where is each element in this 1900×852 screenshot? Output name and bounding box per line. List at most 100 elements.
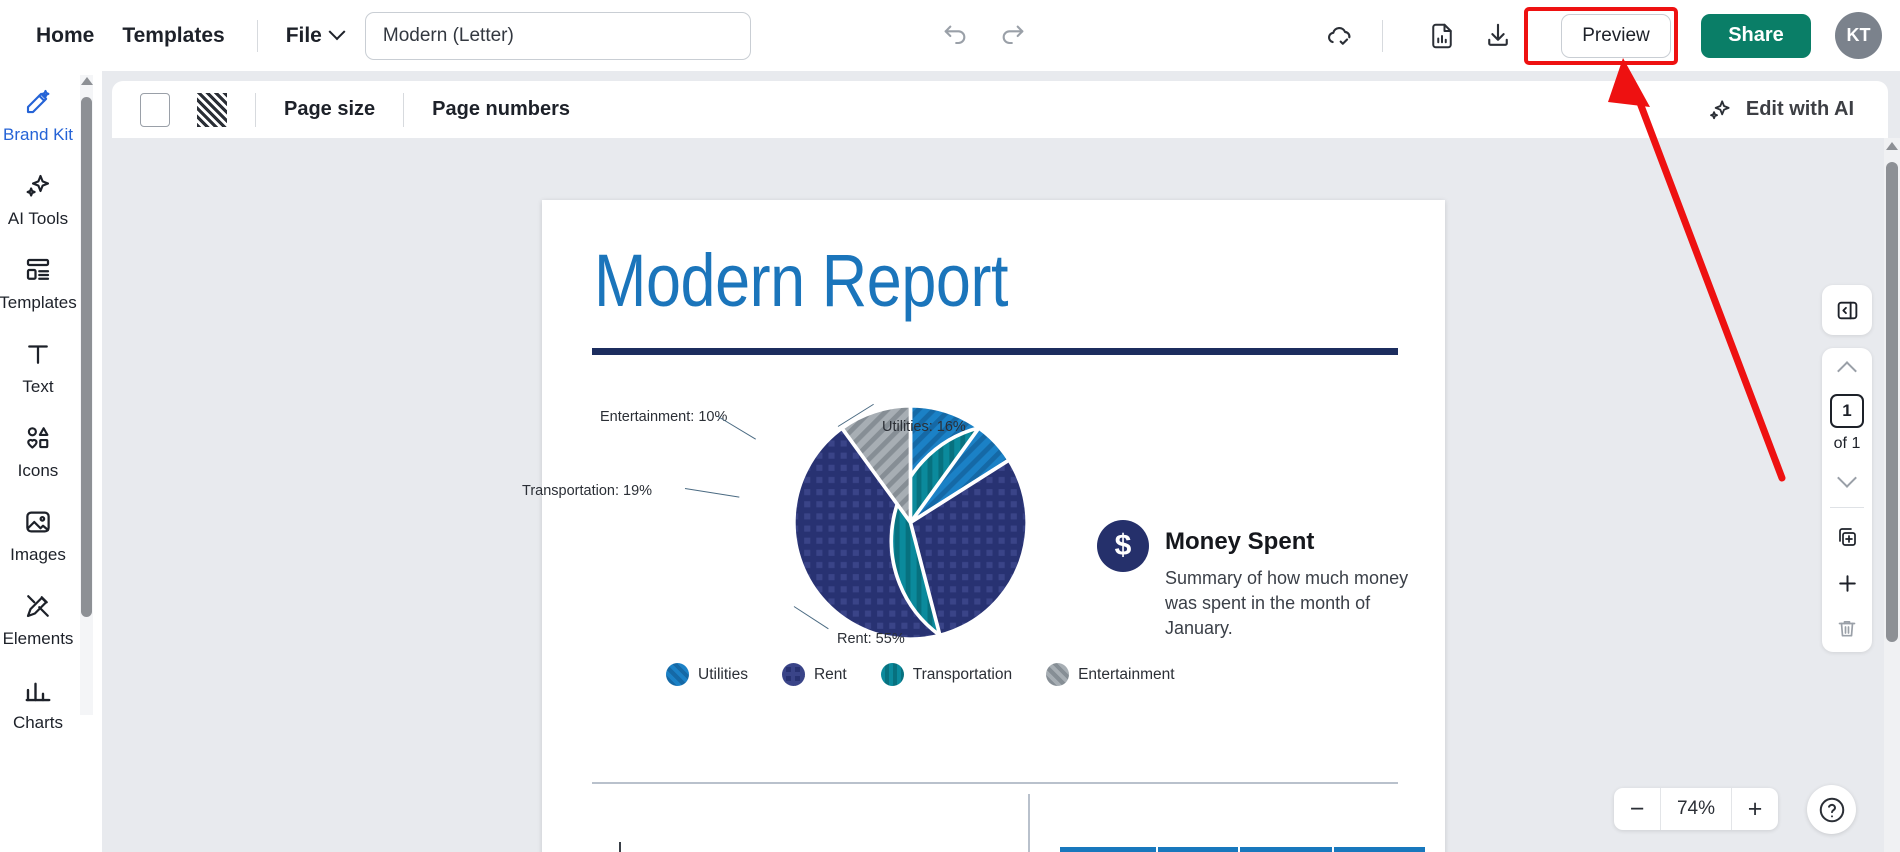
section-divider-horizontal: [592, 782, 1398, 784]
canvas-scrollbar-thumb[interactable]: [1886, 162, 1898, 642]
canvas-area[interactable]: Modern Report: [112, 138, 1888, 852]
file-menu[interactable]: File: [276, 16, 353, 56]
dollar-icon: $: [1097, 520, 1149, 572]
sidebar-item-elements[interactable]: Elements: [0, 575, 84, 659]
legend-label: Utilities: [698, 665, 748, 683]
edit-with-ai-label: Edit with AI: [1745, 98, 1854, 120]
document-toolbar: Page size Page numbers Edit with AI: [112, 81, 1888, 138]
redo-icon[interactable]: [999, 22, 1027, 50]
sidebar-item-text[interactable]: Text: [0, 323, 84, 407]
delete-page-icon[interactable]: [1822, 606, 1872, 652]
zoom-in-button[interactable]: +: [1747, 794, 1763, 823]
table-header-budget: Budget: [1157, 847, 1241, 852]
page-title[interactable]: Modern Report: [594, 239, 1009, 322]
pie-legend: Utilities Rent Transportation Entertainm…: [666, 663, 1175, 686]
chevron-down-icon[interactable]: [1822, 455, 1872, 501]
sidebar-item-images[interactable]: Images: [0, 491, 84, 575]
sidebar-item-charts[interactable]: Charts: [0, 659, 84, 743]
avatar[interactable]: KT: [1835, 12, 1882, 59]
sidebar-item-label: Brand Kit: [3, 125, 73, 144]
page-total-label: of 1: [1833, 435, 1861, 452]
nav-templates[interactable]: Templates: [122, 23, 225, 47]
shapes-icon: [27, 427, 49, 449]
nav-home[interactable]: Home: [36, 23, 95, 47]
zoom-control: − 74% +: [1614, 788, 1778, 830]
sidebar-item-icons[interactable]: Icons: [0, 407, 84, 491]
add-page-icon[interactable]: [1822, 560, 1872, 606]
legend-swatch-utilities: [666, 663, 689, 686]
zoom-out-button[interactable]: −: [1629, 794, 1645, 823]
legend-label: Rent: [813, 665, 847, 683]
legend-label: Entertainment: [1078, 665, 1175, 683]
toolbar-divider-2: [403, 92, 405, 127]
legend-label: Transportation: [912, 665, 1013, 683]
sidebar-item-ai-tools[interactable]: AI Tools: [0, 155, 84, 239]
budget-table[interactable]: Category Budget Expense Budget -: [1060, 847, 1428, 852]
page-navigation-card: 1 of 1: [1822, 348, 1872, 652]
sidebar-item-label: AI Tools: [7, 209, 69, 228]
history-controls: [941, 22, 1027, 50]
pie-chart-svg: [792, 404, 1029, 641]
document-chart-icon[interactable]: [1427, 21, 1457, 51]
legend-swatch-entertainment: [1046, 663, 1070, 686]
share-button[interactable]: Share: [1701, 13, 1811, 58]
pie-chart[interactable]: Entertainment: 10% Transportation: 19% U…: [522, 378, 1354, 686]
callout-heading: Money Spent: [1165, 528, 1315, 555]
table-header-budget-diff: Budget -: [1334, 847, 1428, 852]
page-number-input[interactable]: 1: [1830, 394, 1864, 428]
sidebar-scroll-up-arrow[interactable]: [81, 77, 93, 85]
left-sidebar: Brand Kit AI Tools Templates Text: [0, 71, 102, 852]
help-button[interactable]: [1807, 785, 1856, 834]
page-numbers-button[interactable]: Page numbers: [432, 98, 570, 120]
canvas-scroll-up-arrow[interactable]: [1886, 142, 1898, 150]
legend-swatch-transportation: [880, 663, 904, 686]
page-size-button[interactable]: Page size: [284, 98, 376, 120]
page-controls-rail: 1 of 1: [1822, 285, 1872, 652]
table-header-category: Category: [1060, 847, 1158, 852]
pie-label-entertainment: Entertainment: 10%: [600, 409, 728, 425]
sidebar-scrollbar-thumb[interactable]: [81, 97, 92, 617]
cloud-saved-icon[interactable]: [1324, 20, 1356, 52]
layout-icon: [26, 258, 50, 280]
header-divider: [256, 19, 258, 52]
table-header-expense: Expense: [1240, 847, 1335, 852]
download-icon[interactable]: [1483, 21, 1513, 51]
zoom-level-value[interactable]: 74%: [1660, 788, 1732, 830]
bar-chart-axis-tick: [619, 842, 621, 852]
preview-button-wrapper: Preview: [1524, 6, 1678, 65]
canvas-scrollbar[interactable]: [1884, 138, 1900, 852]
chevron-up-icon[interactable]: [1822, 348, 1872, 394]
title-rule: [592, 348, 1398, 355]
legend-item-transportation: Transportation: [880, 663, 1013, 686]
sidebar-item-brand-kit[interactable]: Brand Kit: [0, 71, 84, 155]
page-color-swatch[interactable]: [140, 92, 170, 127]
image-icon: [26, 511, 50, 533]
legend-item-entertainment: Entertainment: [1046, 663, 1175, 686]
legend-swatch-rent: [781, 663, 805, 686]
sidebar-item-label: Templates: [0, 293, 77, 312]
edit-with-ai-button[interactable]: Edit with AI: [1707, 97, 1854, 123]
document-title-input[interactable]: [364, 11, 751, 60]
preview-button[interactable]: Preview: [1561, 13, 1671, 58]
undo-icon[interactable]: [941, 22, 969, 50]
header-actions: Preview Share KT: [1298, 0, 1882, 71]
sidebar-scrollbar[interactable]: [80, 75, 93, 715]
pie-label-rent: Rent: 55%: [837, 631, 905, 647]
pie-label-transportation: Transportation: 19%: [522, 483, 653, 499]
legend-item-utilities: Utilities: [666, 663, 748, 686]
file-menu-label: File: [285, 23, 322, 47]
sidebar-item-label: Icons: [17, 461, 59, 480]
chevron-down-icon: [328, 22, 346, 40]
sidebar-item-templates[interactable]: Templates: [0, 239, 84, 323]
document-page[interactable]: Modern Report: [522, 200, 1445, 852]
pen-ruler-icon: [26, 595, 49, 618]
page-pattern-swatch[interactable]: [197, 92, 227, 127]
text-t-icon: [28, 345, 48, 364]
collapse-panel-card: [1822, 285, 1872, 335]
section-divider-vertical: [1028, 794, 1030, 852]
leader-line-transportation: [684, 488, 740, 498]
top-header: Home Templates File: [0, 0, 1900, 71]
panel-collapse-icon[interactable]: [1822, 287, 1872, 333]
duplicate-page-icon[interactable]: [1822, 514, 1872, 560]
